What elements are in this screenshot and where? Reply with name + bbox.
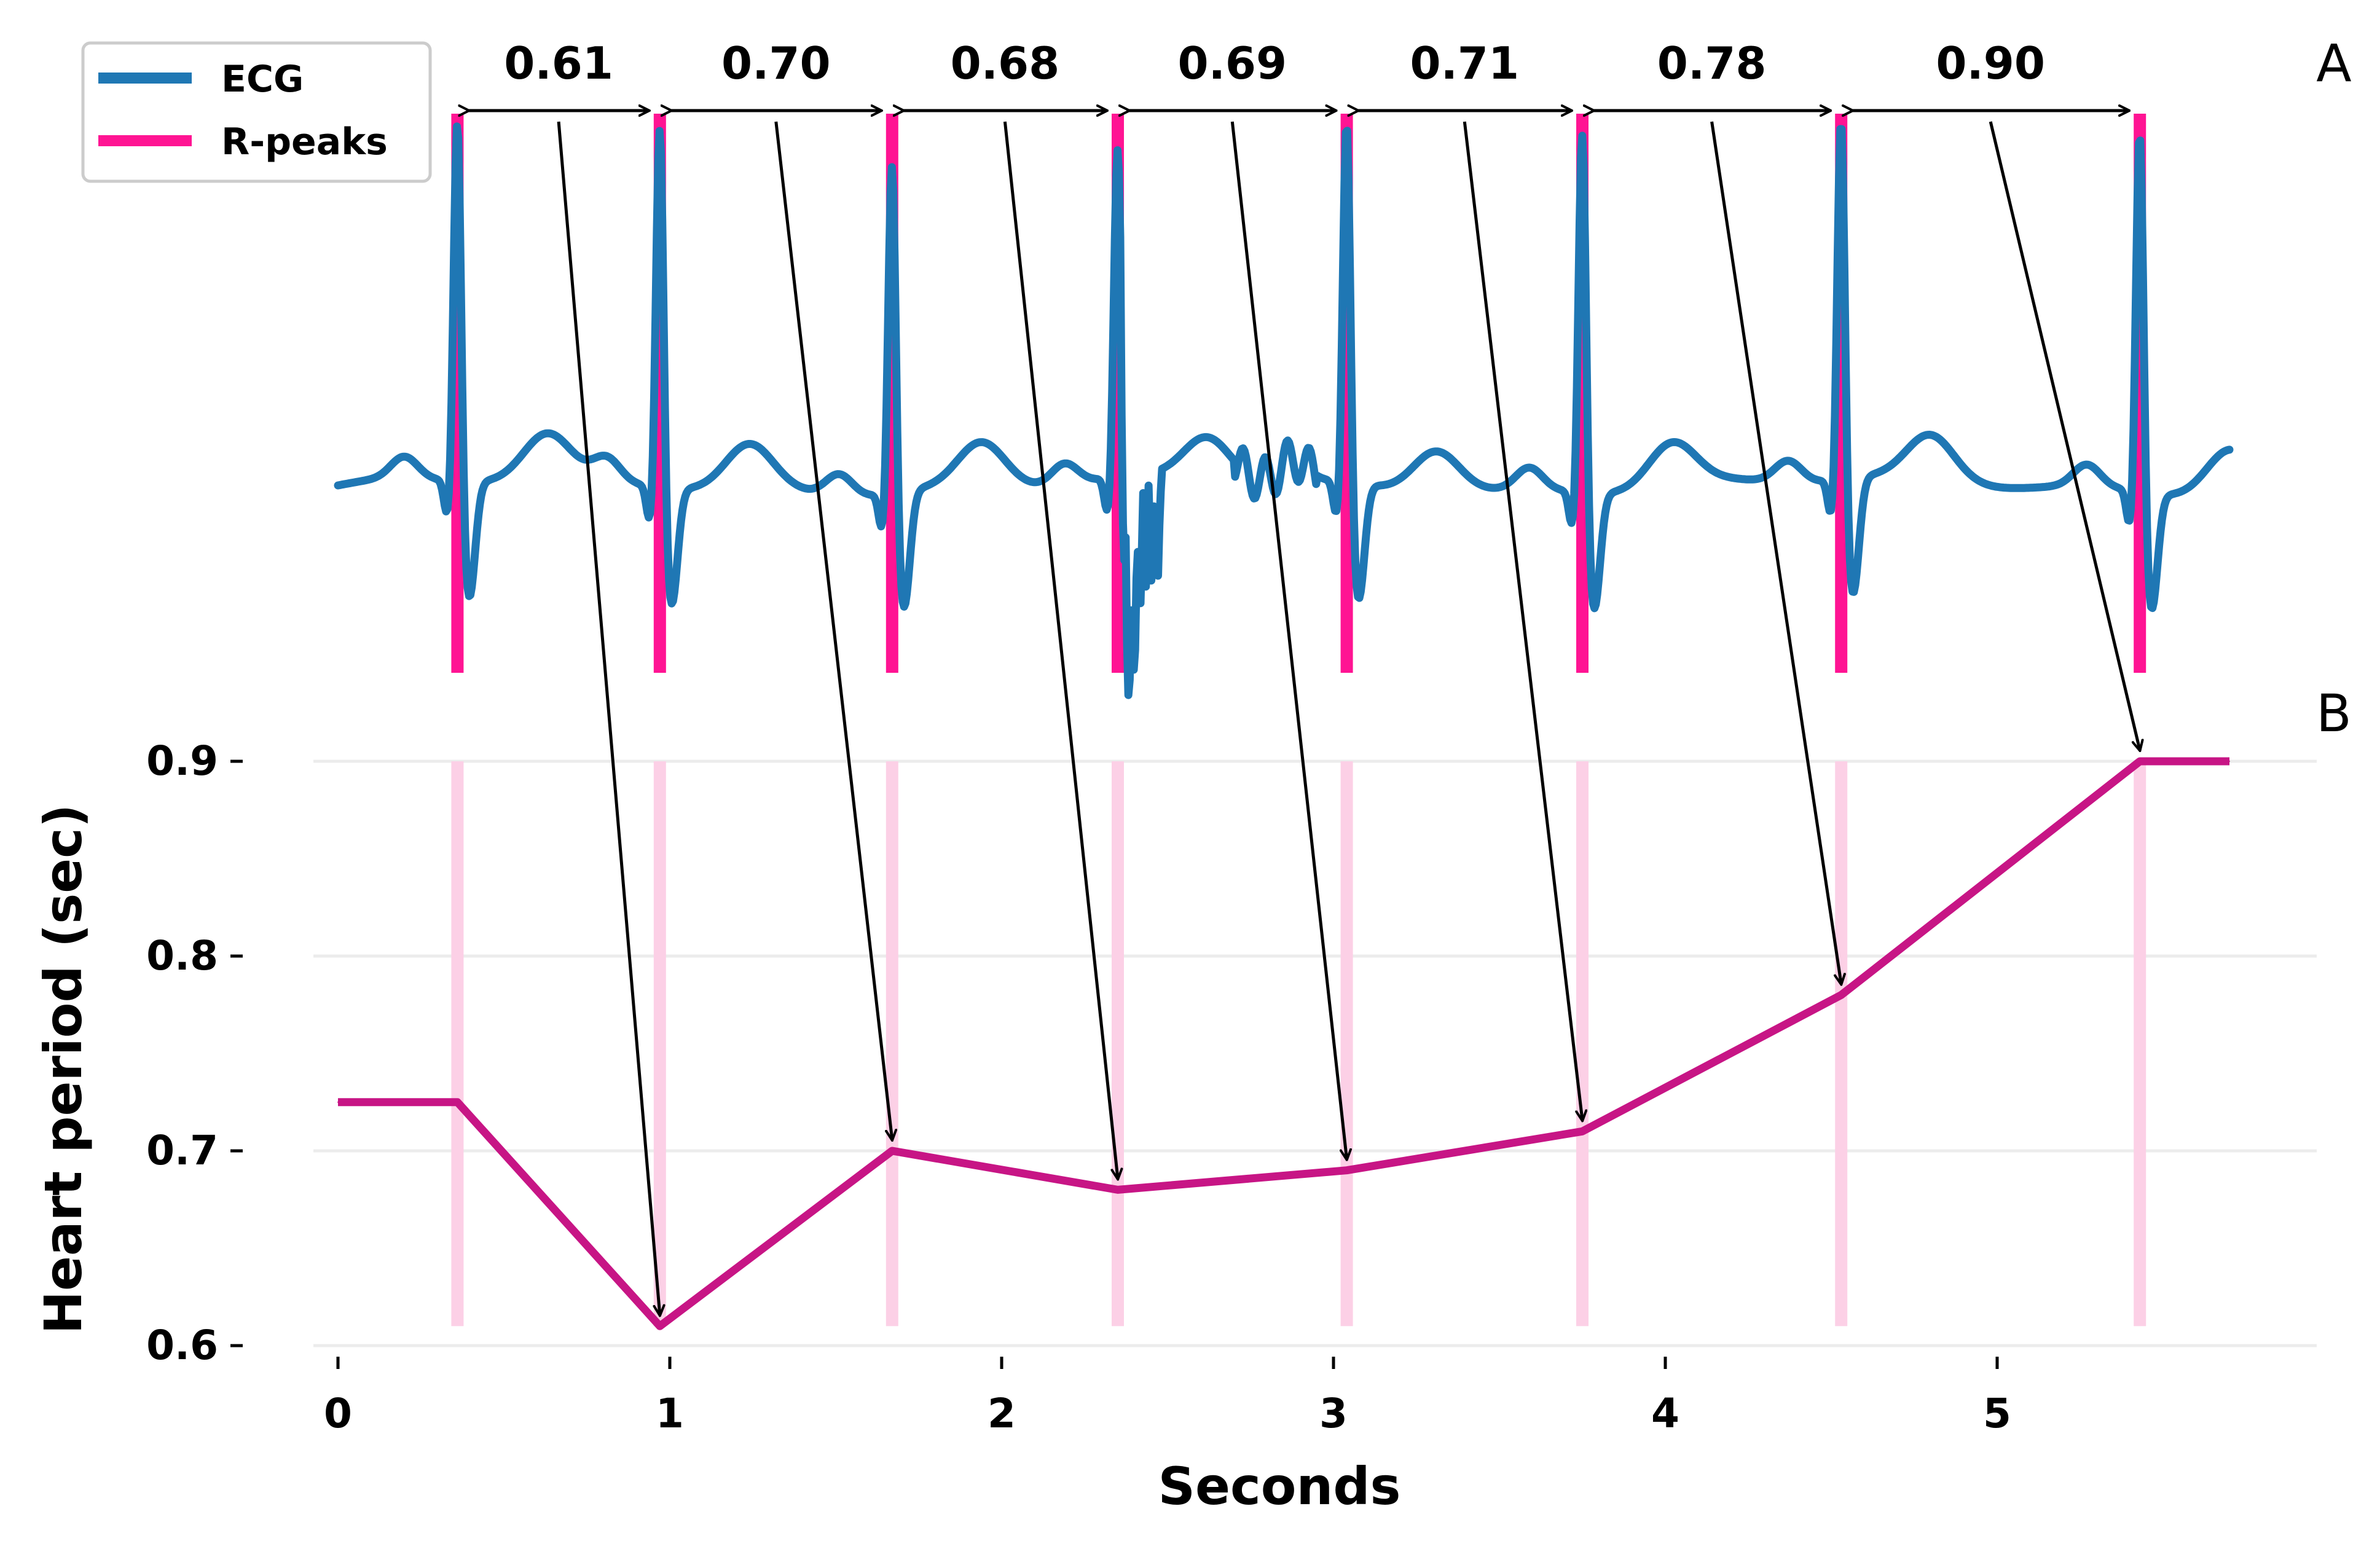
- x-tick-label: 1: [656, 1390, 684, 1437]
- rr-interval-label: 0.71: [1410, 37, 1519, 89]
- rpeak-markers: [451, 114, 2146, 673]
- ecg-trace: [334, 122, 2234, 699]
- rr-interval-label: 0.68: [951, 37, 1060, 89]
- interval-arrow: [1710, 121, 1842, 984]
- y-axis-label: Heart period (sec): [33, 804, 93, 1335]
- heart-period-point: [659, 1325, 661, 1327]
- heart-period-point: [2139, 761, 2141, 762]
- rr-interval-label: 0.61: [504, 37, 613, 89]
- interval-arrow: [1463, 121, 1582, 1120]
- heart-period-point: [2229, 761, 2230, 762]
- heart-period-point: [457, 1101, 458, 1103]
- rr-interval-label: 0.70: [721, 37, 831, 89]
- rr-interval-label: 0.69: [1177, 37, 1287, 89]
- grid-lines: [313, 759, 2317, 1347]
- rr-interval-labels: 0.61 0.70 0.68 0.69 0.71 0.78 0.90: [504, 37, 2045, 89]
- heart-period-point: [337, 1101, 339, 1103]
- x-tick-label: 4: [1651, 1390, 1679, 1437]
- heart-period-line: [338, 757, 2229, 1330]
- interval-arrow: [1230, 121, 1346, 1159]
- x-tick-label: 0: [324, 1390, 352, 1437]
- legend: ECG R-peaks: [81, 41, 432, 183]
- heart-period-point: [1117, 1189, 1118, 1191]
- y-tick-label: 0.9: [146, 737, 218, 785]
- x-axis: 0 1 2 3 4 5: [324, 1357, 2011, 1437]
- panel-label-b: B: [2316, 683, 2352, 743]
- x-axis-label: Seconds: [1158, 1456, 1401, 1516]
- interval-arrow: [774, 121, 892, 1140]
- y-tick-label: 0.6: [146, 1322, 218, 1369]
- heart-period-point: [1840, 994, 1842, 996]
- y-tick-label: 0.8: [146, 932, 218, 979]
- heart-period-point: [1582, 1131, 1583, 1132]
- interval-arrows: [557, 121, 2140, 1315]
- legend-ecg-label: ECG: [221, 58, 304, 101]
- heart-period-point: [891, 1150, 893, 1151]
- y-tick-label: 0.7: [146, 1127, 218, 1174]
- heart-period-series: [337, 757, 2230, 1330]
- panel-label-a: A: [2316, 33, 2351, 93]
- x-tick-label: 2: [988, 1390, 1016, 1437]
- y-axis: 0.6 0.7 0.8 0.9: [146, 737, 243, 1369]
- x-tick-label: 3: [1319, 1390, 1348, 1437]
- rr-interval-label: 0.90: [1936, 37, 2045, 89]
- interval-arrow: [557, 121, 660, 1315]
- x-tick-label: 5: [1983, 1390, 2011, 1437]
- interval-arrow: [1989, 121, 2140, 750]
- interval-arrow: [1003, 121, 1118, 1178]
- legend-rpeaks-label: R-peaks: [221, 120, 388, 163]
- rpeak-bands: [451, 761, 2146, 1327]
- heart-period-point: [1346, 1169, 1348, 1171]
- rr-interval-label: 0.78: [1657, 37, 1767, 89]
